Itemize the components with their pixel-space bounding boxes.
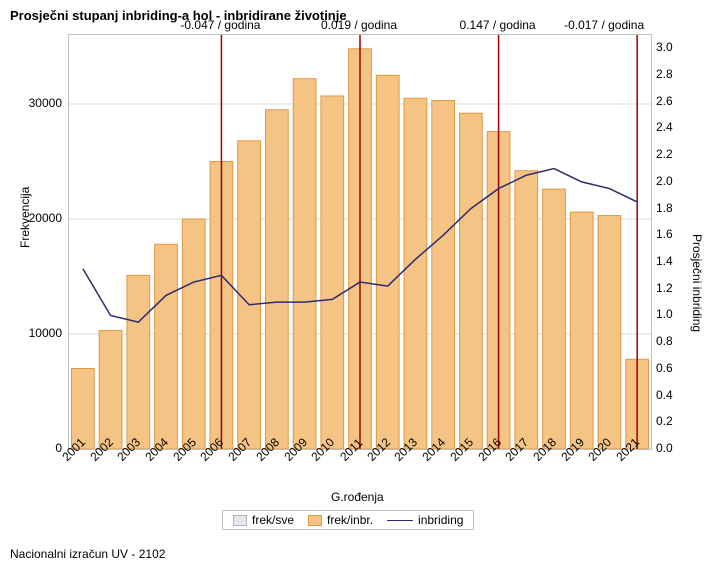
y-left-axis-label: Frekvencija bbox=[18, 187, 32, 248]
tick-label: 2.2 bbox=[656, 147, 673, 161]
tick-label: 1.4 bbox=[656, 254, 673, 268]
tick-label: 20000 bbox=[29, 211, 62, 225]
x-axis-label: G.rođenja bbox=[331, 490, 384, 504]
legend-item: frek/sve bbox=[233, 513, 294, 527]
tick-label: 1.2 bbox=[656, 281, 673, 295]
tick-label: 10000 bbox=[29, 326, 62, 340]
tick-label: 2001 bbox=[59, 435, 88, 464]
tick-label: 30000 bbox=[29, 96, 62, 110]
tick-label: 1.6 bbox=[656, 227, 673, 241]
tick-label: 0.4 bbox=[656, 388, 673, 402]
legend-line bbox=[387, 520, 413, 521]
trend-annotation: 0.147 / godina bbox=[460, 18, 536, 32]
plot-area bbox=[68, 34, 652, 450]
trend-annotation: -0.047 / godina bbox=[180, 18, 260, 32]
tick-label: 0.6 bbox=[656, 361, 673, 375]
tick-label: 0.0 bbox=[656, 441, 673, 455]
tick-label: 1.0 bbox=[656, 307, 673, 321]
trend-annotation: 0.019 / godina bbox=[321, 18, 397, 32]
trend-annotation: -0.017 / godina bbox=[564, 18, 644, 32]
legend-item: inbriding bbox=[387, 513, 463, 527]
tick-label: 1.8 bbox=[656, 201, 673, 215]
chart-title: Prosječni stupanj inbriding-a hol - inbr… bbox=[10, 8, 347, 23]
tick-label: 2.8 bbox=[656, 67, 673, 81]
tick-label: 2.0 bbox=[656, 174, 673, 188]
tick-label: 3.0 bbox=[656, 40, 673, 54]
chart-footer: Nacionalni izračun UV - 2102 bbox=[10, 547, 165, 561]
legend-item: frek/inbr. bbox=[308, 513, 373, 527]
y-right-axis-label: Prosječni inbriding bbox=[690, 234, 704, 332]
tick-label: 2.4 bbox=[656, 120, 673, 134]
tick-label: 0.8 bbox=[656, 334, 673, 348]
legend-swatch bbox=[233, 515, 247, 526]
tick-label: 2.6 bbox=[656, 94, 673, 108]
legend-label: inbriding bbox=[418, 513, 463, 527]
tick-label: 0.2 bbox=[656, 414, 673, 428]
chart-svg bbox=[69, 35, 651, 449]
legend-label: frek/sve bbox=[252, 513, 294, 527]
legend-label: frek/inbr. bbox=[327, 513, 373, 527]
legend-swatch bbox=[308, 515, 322, 526]
legend: frek/sve frek/inbr. inbriding bbox=[222, 510, 474, 530]
